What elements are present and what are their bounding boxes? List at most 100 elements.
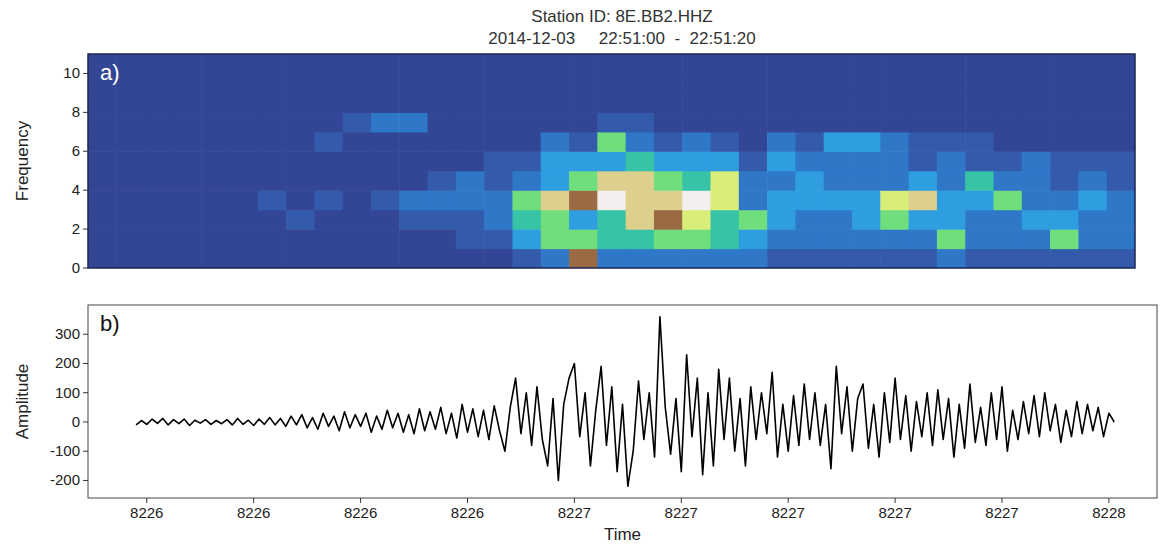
heatmap-cell [682,54,711,74]
heatmap-cell [965,73,994,93]
heatmap-cell [286,93,315,113]
heatmap-cell [739,132,768,152]
heatmap-cell [173,210,202,230]
heatmap-cell [1022,171,1051,191]
heatmap-cell [173,229,202,249]
heatmap-cell [682,171,711,191]
waveform-line [136,317,1114,487]
heatmap-cell [852,229,881,249]
heatmap-cell [258,229,287,249]
heatmap-cell [343,190,372,210]
plot-frame [88,305,1157,498]
heatmap-cell [399,112,428,132]
heatmap-cell [314,190,343,210]
heatmap-cell [484,171,513,191]
heatmap-cell [484,93,513,113]
heatmap-cell [880,171,909,191]
y-tick-label: 4 [72,181,80,198]
heatmap-cell [88,93,117,113]
heatmap-cell [456,93,485,113]
heatmap-cell [1078,151,1107,171]
y-tick-label: -200 [50,471,80,488]
heatmap-cell [1078,54,1107,74]
heatmap-cell [314,73,343,93]
y-tick [83,421,88,422]
heatmap-cell [852,190,881,210]
y-tick [83,73,88,74]
figure: Station ID: 8E.BB2.HHZ2014-12-03 22:51:0… [0,0,1161,550]
heatmap-cell [767,249,796,268]
y-tick-label: 0 [72,259,80,276]
heatmap-cell [711,151,740,171]
heatmap-cell [654,73,683,93]
heatmap-cell [654,210,683,230]
heatmap-cell [909,171,938,191]
y-tick-label: 2 [72,220,80,237]
heatmap-cell [314,210,343,230]
heatmap-cell [767,190,796,210]
heatmap-cell [880,190,909,210]
heatmap-cell [456,151,485,171]
heatmap-cell [597,210,626,230]
y-tick-label: 6 [72,142,80,159]
heatmap-cell [1078,190,1107,210]
heatmap-cell [541,229,570,249]
heatmap-cell [314,112,343,132]
heatmap-cell [371,112,400,132]
heatmap-cell [512,229,541,249]
heatmap-cell [626,210,655,230]
x-tick [253,498,254,503]
heatmap-cell [173,151,202,171]
heatmap-cell [314,229,343,249]
x-tick-label: 8227 [772,504,805,521]
heatmap-cell [145,93,174,113]
heatmap-cell [569,229,598,249]
heatmap-cell [965,151,994,171]
heatmap-cell [456,132,485,152]
heatmap-cell [795,73,824,93]
heatmap-cell [569,171,598,191]
heatmap-cell [824,171,853,191]
heatmap-cell [484,229,513,249]
heatmap-cell [314,132,343,152]
heatmap-cell [767,112,796,132]
heatmap-cell [824,229,853,249]
heatmap-cell [229,73,258,93]
heatmap-cell [569,73,598,93]
heatmap-cell [880,249,909,268]
heatmap-cell [597,132,626,152]
y-tick-label: 100 [55,384,80,401]
heatmap-cell [739,210,768,230]
heatmap-cell [1107,112,1135,132]
heatmap-cell [145,73,174,93]
y-tick-label: 200 [55,354,80,371]
heatmap-cell [258,171,287,191]
heatmap-cell [767,151,796,171]
heatmap-cell [739,171,768,191]
heatmap-cell [711,54,740,74]
heatmap-cell [824,249,853,268]
heatmap-cell [1022,190,1051,210]
heatmap-cell [456,249,485,268]
heatmap-cells [88,54,1135,268]
heatmap-cell [626,54,655,74]
heatmap-cell [682,190,711,210]
heatmap-cell [909,132,938,152]
heatmap-cell [512,132,541,152]
heatmap-cell [286,190,315,210]
heatmap-cell [994,54,1023,74]
heatmap-cell [399,73,428,93]
heatmap-cell [484,249,513,268]
heatmap-cell [201,93,230,113]
y-tick [83,151,88,152]
heatmap-cell [880,112,909,132]
heatmap-cell [597,93,626,113]
heatmap-cell [201,249,230,268]
heatmap-cell [654,132,683,152]
heatmap-cell [824,112,853,132]
heatmap-cell [428,132,457,152]
heatmap-cell [654,229,683,249]
heatmap-cell [739,73,768,93]
heatmap-cell [795,190,824,210]
x-tick-label: 8226 [451,504,484,521]
